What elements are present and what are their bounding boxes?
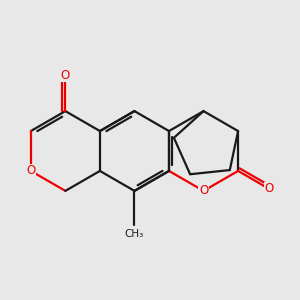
Text: O: O [199,184,208,197]
Text: O: O [26,164,35,177]
Text: CH₃: CH₃ [125,229,144,238]
Text: O: O [61,69,70,82]
Text: O: O [265,182,274,195]
